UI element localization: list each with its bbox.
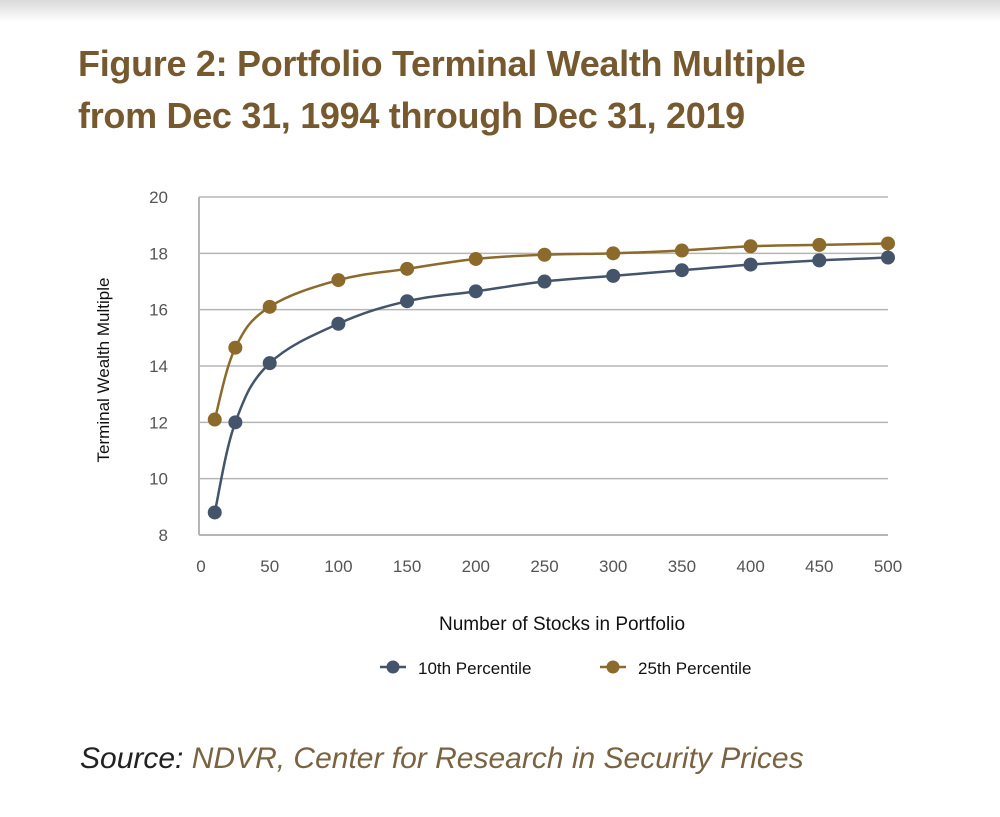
data-point-10th-percentile-400 [743,257,758,272]
x-tick-label-400: 400 [736,557,764,576]
x-tick-label-150: 150 [393,557,421,576]
data-point-10th-percentile-25 [228,415,243,430]
y-tick-label-18: 18 [149,244,168,263]
data-point-25th-percentile-300 [606,246,621,261]
legend-marker-25th-percentile [606,660,620,674]
axes [198,197,888,536]
data-point-10th-percentile-300 [606,268,621,283]
y-tick-label-14: 14 [149,357,168,376]
data-point-10th-percentile-150 [400,294,415,309]
data-point-25th-percentile-50 [262,299,277,314]
x-tick-label-200: 200 [462,557,490,576]
y-axis-label: Terminal Wealth Multiple [94,278,113,463]
series-line-10th-percentile [213,256,889,513]
legend-label-10th-percentile: 10th Percentile [418,659,531,678]
data-point-25th-percentile-150 [400,261,415,276]
source-text: NDVR, Center for Research in Security Pr… [191,742,804,775]
y-tick-label-12: 12 [149,413,168,432]
x-tick-label-50: 50 [260,557,279,576]
legend-label-25th-percentile: 25th Percentile [638,659,751,678]
figure-title-line-1: Figure 2: Portfolio Terminal Wealth Mult… [78,43,806,84]
x-tick-label-100: 100 [324,557,352,576]
y-tick-label-16: 16 [149,301,168,320]
gridlines [199,196,888,480]
data-point-25th-percentile-500 [881,236,895,251]
data-point-25th-percentile-25 [228,340,243,355]
data-point-10th-percentile-250 [537,274,552,289]
series-group [207,236,895,520]
source-note: Source: NDVR, Center for Research in Sec… [80,742,804,776]
y-tick-labels: 8 10 12 14 16 18 20 [149,188,168,545]
data-point-10th-percentile-350 [674,263,689,278]
x-tick-label-450: 450 [805,557,833,576]
x-tick-label-300: 300 [599,557,627,576]
data-point-25th-percentile-250 [537,247,552,262]
x-axis-label: Number of Stocks in Portfolio [439,614,685,635]
x-tick-label-350: 350 [668,557,696,576]
legend-marker-10th-percentile [386,660,400,674]
data-point-25th-percentile-10 [207,412,222,427]
data-point-25th-percentile-200 [468,251,483,266]
data-point-10th-percentile-450 [812,253,827,268]
data-point-10th-percentile-50 [262,356,277,371]
y-tick-label-8: 8 [159,526,168,545]
figure-title-line-2: from Dec 31, 1994 through Dec 31, 2019 [78,95,745,136]
data-point-25th-percentile-100 [331,273,346,288]
series-line-25th-percentile [213,242,889,420]
data-point-10th-percentile-100 [331,316,346,331]
x-tick-labels: 0 50 100 150 200 250 300 350 400 450 500 [196,557,902,576]
x-tick-label-250: 250 [530,557,558,576]
top-shadow [0,0,1000,22]
data-point-25th-percentile-350 [674,243,689,258]
data-point-25th-percentile-450 [812,237,827,252]
data-point-25th-percentile-400 [743,239,758,254]
x-tick-label-500: 500 [874,557,902,576]
y-tick-label-20: 20 [149,188,168,207]
data-point-10th-percentile-10 [207,505,222,520]
data-point-10th-percentile-500 [881,250,895,265]
figure-title: Figure 2: Portfolio Terminal Wealth Mult… [78,38,958,142]
source-label: Source: [80,742,184,775]
y-tick-label-10: 10 [149,470,168,489]
data-point-10th-percentile-200 [468,284,483,299]
legend: 10th Percentile 25th Percentile [380,659,751,678]
x-tick-label-0: 0 [196,557,205,576]
